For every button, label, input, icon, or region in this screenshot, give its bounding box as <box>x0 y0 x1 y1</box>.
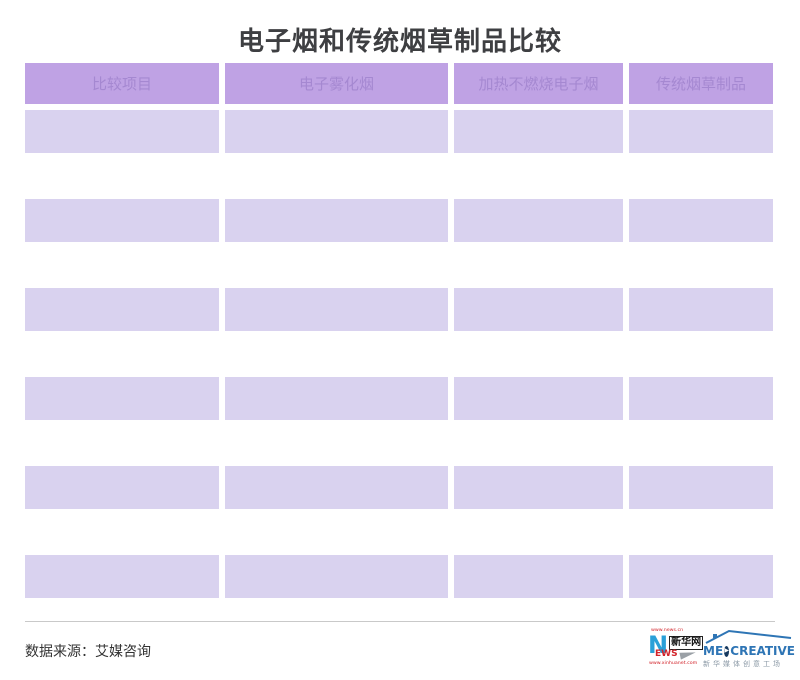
table-cell <box>25 377 219 420</box>
table-cell <box>25 420 219 466</box>
table-cell <box>25 466 219 509</box>
xinhuanet-news-row: EWS <box>655 649 704 660</box>
xinhuanet-url-bottom: www.xinhuanet.com <box>649 660 698 666</box>
table-cell <box>454 153 623 199</box>
table-cell <box>629 377 773 420</box>
medcreative-creative: CREATIVE <box>730 644 795 658</box>
column-header-vape: 电子雾化烟 <box>225 63 448 104</box>
xinhuanet-logo-mark: N 新华网 <box>648 631 704 659</box>
table-cell <box>454 509 623 555</box>
table-row <box>25 555 773 598</box>
table-cell <box>25 555 219 598</box>
xinhuanet-logo: www.news.cn N 新华网 EWS www.xinhuanet.com <box>648 628 704 666</box>
column-header-traditional: 传统烟草制品 <box>629 63 773 104</box>
column-header-compare-item: 比较项目 <box>25 63 219 104</box>
table-cell <box>225 110 448 153</box>
table-cell <box>225 153 448 199</box>
play-button-icon: ▶ <box>724 645 730 657</box>
table-cell <box>629 242 773 288</box>
table-cell <box>225 466 448 509</box>
factory-roof-icon <box>705 629 792 644</box>
table-cell <box>225 509 448 555</box>
table-row <box>25 153 773 199</box>
table-row <box>25 466 773 509</box>
table-row <box>25 199 773 242</box>
table-row <box>25 331 773 377</box>
xinhuanet-url-top: www.news.cn <box>651 627 684 633</box>
medcreative-wordmark: ME ▶ CREATIVE <box>703 645 795 657</box>
footer-divider <box>25 621 775 622</box>
table-cell <box>225 288 448 331</box>
xinhuanet-name: 新华网 <box>669 636 704 650</box>
table-cell <box>454 242 623 288</box>
table-header-row: 比较项目 电子雾化烟 加热不燃烧电子烟 传统烟草制品 <box>25 63 773 104</box>
comparison-table: 比较项目 电子雾化烟 加热不燃烧电子烟 传统烟草制品 <box>25 63 773 598</box>
table-cell <box>225 555 448 598</box>
table-cell <box>454 110 623 153</box>
xinhuanet-ews-letters: EWS <box>655 649 678 659</box>
table-row <box>25 110 773 153</box>
table-cell <box>629 110 773 153</box>
table-cell <box>454 420 623 466</box>
data-source-label: 数据来源：艾媒咨询 <box>25 644 151 660</box>
xinhuanet-n-letter: N <box>648 631 669 659</box>
table-cell <box>225 331 448 377</box>
table-cell <box>454 377 623 420</box>
table-row <box>25 420 773 466</box>
table-cell <box>454 331 623 377</box>
table-cell <box>25 242 219 288</box>
table-cell <box>454 466 623 509</box>
table-cell <box>454 199 623 242</box>
table-cell <box>629 288 773 331</box>
table-cell <box>25 509 219 555</box>
table-body <box>25 110 773 598</box>
pen-swoosh-icon <box>679 649 697 660</box>
table-cell <box>629 199 773 242</box>
table-cell <box>225 199 448 242</box>
table-cell <box>629 555 773 598</box>
table-cell <box>225 420 448 466</box>
table-cell <box>25 288 219 331</box>
table-row <box>25 288 773 331</box>
table-cell <box>25 110 219 153</box>
table-cell <box>25 199 219 242</box>
medcreative-logo: ME ▶ CREATIVE 新华媒体创意工场 <box>703 629 795 668</box>
page-title: 电子烟和传统烟草制品比较 <box>237 27 562 57</box>
table-cell <box>225 242 448 288</box>
table-cell <box>629 509 773 555</box>
table-row <box>25 509 773 555</box>
table-row <box>25 377 773 420</box>
table-cell <box>629 420 773 466</box>
table-cell <box>25 331 219 377</box>
table-cell <box>454 555 623 598</box>
table-cell <box>629 331 773 377</box>
table-row <box>25 242 773 288</box>
medcreative-me: ME <box>703 644 724 658</box>
medcreative-subtitle: 新华媒体创意工场 <box>703 660 783 668</box>
column-header-heat-not-burn: 加热不燃烧电子烟 <box>454 63 623 104</box>
table-cell <box>629 466 773 509</box>
table-cell <box>225 377 448 420</box>
table-cell <box>629 153 773 199</box>
table-cell <box>454 288 623 331</box>
table-cell <box>25 153 219 199</box>
